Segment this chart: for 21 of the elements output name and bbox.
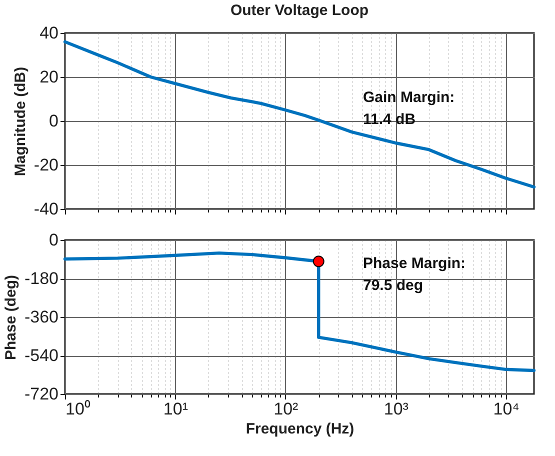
y-tick-label: -40: [34, 200, 58, 218]
y-tick-label: -540: [24, 346, 58, 365]
chart-title: Outer Voltage Loop: [230, 2, 369, 19]
x-tick-label: 10³: [384, 400, 409, 418]
y-tick-label: 0: [49, 230, 58, 250]
x-tick-label: 10¹: [163, 400, 188, 418]
x-tick-label: 10⁰: [66, 400, 90, 418]
y-tick-label: 20: [40, 68, 58, 86]
y-tick-label: -20: [34, 156, 58, 174]
y-tick-label: 40: [40, 24, 58, 42]
x-tick-label: 10⁴: [493, 400, 520, 418]
y-axis-title: Magnitude (dB): [12, 66, 29, 176]
annotation: 79.5 deg: [363, 277, 424, 294]
y-tick-label: 0: [49, 112, 58, 130]
y-tick-label: -720: [24, 384, 58, 404]
x-axis-title: Frequency (Hz): [246, 420, 354, 438]
y-axis-title: Phase (deg): [2, 274, 20, 360]
y-tick-label: -360: [24, 308, 58, 326]
annotation: Gain Margin:: [363, 89, 455, 106]
x-tick-label: 10²: [274, 400, 299, 418]
y-tick-label: -180: [24, 269, 58, 288]
